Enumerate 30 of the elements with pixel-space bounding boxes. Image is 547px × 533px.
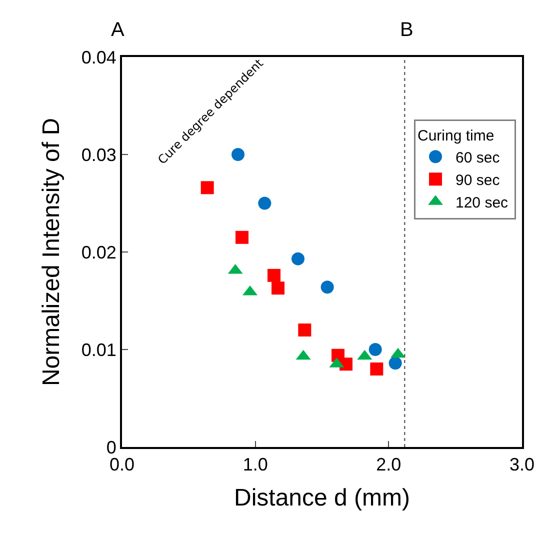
x-tick-label: 3.0 (509, 454, 535, 475)
point (368, 343, 382, 356)
legend-label: 90 sec (456, 172, 500, 189)
point (292, 252, 304, 266)
text: B (400, 19, 414, 41)
point (200, 181, 214, 194)
x-tick-label: 1.0 (242, 454, 268, 475)
point (258, 196, 272, 210)
point (388, 356, 402, 370)
point (370, 362, 384, 376)
x-tick-label: 2.0 (376, 454, 402, 475)
point (340, 358, 352, 371)
y-tick-label: 0.02 (81, 242, 116, 262)
x-tick-label: 0.0 (109, 454, 135, 475)
point (268, 268, 280, 282)
legend-label: 60 sec (456, 150, 500, 166)
point (320, 280, 334, 294)
point (232, 148, 244, 161)
legend-title: Curing time (418, 127, 494, 144)
y-axis-title: Normalized Intensity of D (38, 118, 65, 386)
point (272, 282, 284, 295)
legend-label: 120 sec (456, 194, 509, 212)
y-tick-label: 0.01 (81, 340, 116, 360)
y-tick-label: 0.04 (81, 47, 116, 68)
x-axis-title: Distance d (mm) (234, 484, 410, 512)
text: A (111, 19, 125, 41)
point (298, 324, 312, 336)
point (236, 230, 248, 244)
y-tick-label: 0.03 (81, 144, 116, 165)
y-tick-label: 0 (106, 437, 116, 458)
